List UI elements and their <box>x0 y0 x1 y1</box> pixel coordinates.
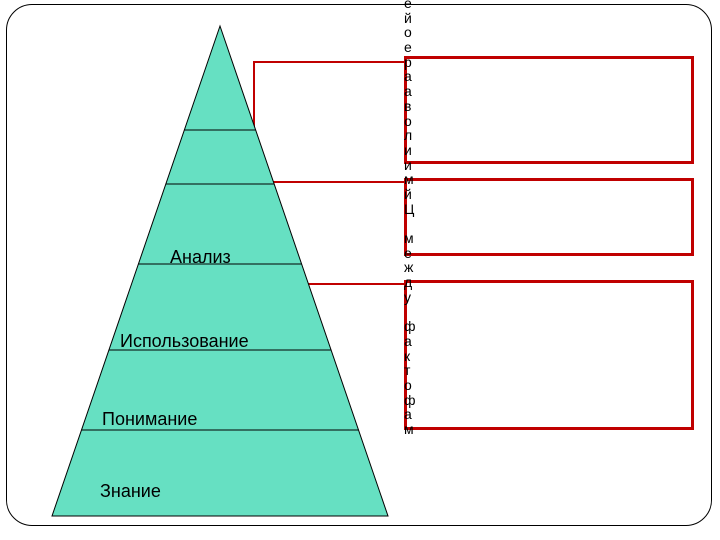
label-usage: Использование <box>120 331 249 352</box>
pyramid <box>52 26 388 516</box>
label-analysis: Анализ <box>170 247 231 268</box>
vertical-text-artifact: ейоерааволиимйЦмеждуфактофам <box>404 0 424 437</box>
label-knowledge: Знание <box>100 481 161 502</box>
callout-box-1 <box>404 56 694 164</box>
label-understand: Понимание <box>102 409 197 430</box>
callout-box-3 <box>404 280 694 430</box>
callout-box-2 <box>404 178 694 256</box>
